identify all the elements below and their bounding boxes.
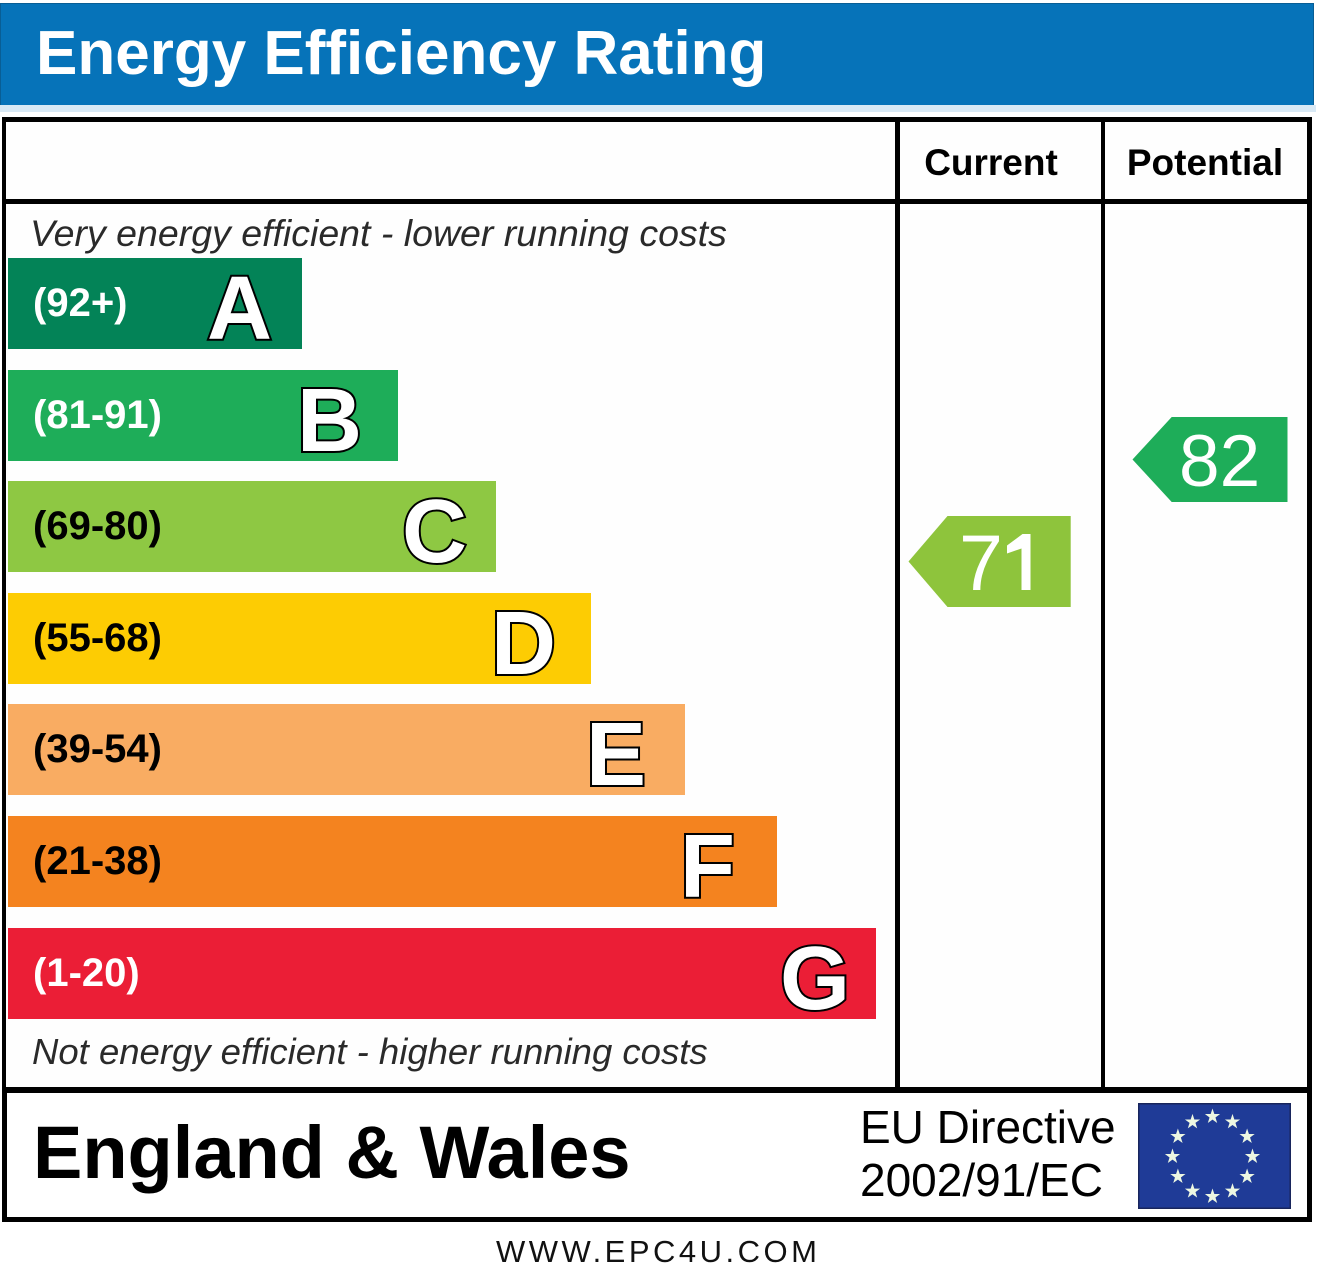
svg-text:F: F — [680, 817, 735, 917]
svg-text:7: 7 — [959, 518, 1003, 607]
svg-text:A: A — [207, 259, 272, 359]
svg-text:G: G — [780, 929, 850, 1029]
svg-text:82: 82 — [1179, 421, 1260, 502]
svg-text:E: E — [586, 705, 646, 805]
svg-text:D: D — [491, 594, 556, 694]
svg-text:C: C — [402, 482, 467, 582]
svg-text:B: B — [297, 371, 362, 471]
